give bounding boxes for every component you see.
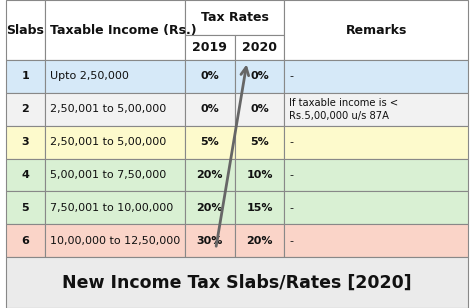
Bar <box>185 60 235 93</box>
Text: 2: 2 <box>21 104 29 114</box>
Text: Remarks: Remarks <box>346 23 407 37</box>
Text: 0%: 0% <box>201 104 219 114</box>
Text: 2020: 2020 <box>242 41 277 54</box>
Text: 1: 1 <box>21 71 29 82</box>
Bar <box>185 0 284 35</box>
Bar <box>235 224 284 257</box>
Bar <box>6 224 45 257</box>
Text: 2,50,001 to 5,00,000: 2,50,001 to 5,00,000 <box>50 104 166 114</box>
Bar <box>185 192 235 224</box>
Text: 2,50,001 to 5,00,000: 2,50,001 to 5,00,000 <box>50 137 166 147</box>
Text: -: - <box>289 137 293 147</box>
Text: 10,00,000 to 12,50,000: 10,00,000 to 12,50,000 <box>50 236 180 246</box>
Text: 6: 6 <box>21 236 29 246</box>
Bar <box>284 0 468 60</box>
Bar <box>185 126 235 159</box>
Text: If taxable income is <
Rs.5,00,000 u/s 87A: If taxable income is < Rs.5,00,000 u/s 8… <box>289 98 398 120</box>
Bar <box>6 257 468 308</box>
Bar <box>45 0 185 60</box>
Bar <box>284 93 468 126</box>
Text: 0%: 0% <box>250 104 269 114</box>
Bar <box>235 126 284 159</box>
Bar <box>45 224 185 257</box>
Text: -: - <box>289 71 293 82</box>
Text: 5%: 5% <box>250 137 269 147</box>
Bar <box>284 192 468 224</box>
Text: 20%: 20% <box>246 236 273 246</box>
Bar <box>235 35 284 60</box>
Bar <box>235 192 284 224</box>
Text: 0%: 0% <box>201 71 219 82</box>
Text: 2019: 2019 <box>192 41 227 54</box>
Text: New Income Tax Slabs/Rates [2020]: New Income Tax Slabs/Rates [2020] <box>62 274 412 292</box>
Text: -: - <box>289 203 293 213</box>
Bar <box>6 93 45 126</box>
Bar <box>45 93 185 126</box>
Bar <box>6 192 45 224</box>
Bar <box>284 60 468 93</box>
Text: 30%: 30% <box>197 236 223 246</box>
Text: 3: 3 <box>21 137 29 147</box>
Bar <box>6 60 45 93</box>
Text: -: - <box>289 170 293 180</box>
Text: 7,50,001 to 10,00,000: 7,50,001 to 10,00,000 <box>50 203 173 213</box>
Text: 15%: 15% <box>246 203 273 213</box>
Text: 5,00,001 to 7,50,000: 5,00,001 to 7,50,000 <box>50 170 166 180</box>
Bar <box>284 224 468 257</box>
Bar <box>235 159 284 192</box>
Text: 0%: 0% <box>250 71 269 82</box>
Bar <box>284 126 468 159</box>
Bar <box>235 93 284 126</box>
Bar <box>235 60 284 93</box>
Text: 5%: 5% <box>201 137 219 147</box>
Bar <box>185 93 235 126</box>
Bar <box>45 126 185 159</box>
Bar <box>284 159 468 192</box>
Text: Taxable Income (Rs.): Taxable Income (Rs.) <box>50 23 196 37</box>
Text: 20%: 20% <box>197 170 223 180</box>
Text: Upto 2,50,000: Upto 2,50,000 <box>50 71 128 82</box>
Text: 4: 4 <box>21 170 29 180</box>
Bar <box>6 0 45 60</box>
Bar <box>185 224 235 257</box>
Bar <box>45 192 185 224</box>
Bar <box>45 60 185 93</box>
Bar <box>185 159 235 192</box>
Text: Slabs: Slabs <box>7 23 44 37</box>
Bar <box>185 35 235 60</box>
Bar <box>45 159 185 192</box>
Text: -: - <box>289 236 293 246</box>
Text: 5: 5 <box>21 203 29 213</box>
Bar <box>6 126 45 159</box>
Text: Tax Rates: Tax Rates <box>201 11 269 24</box>
Bar <box>6 159 45 192</box>
Text: 20%: 20% <box>197 203 223 213</box>
Text: 10%: 10% <box>246 170 273 180</box>
